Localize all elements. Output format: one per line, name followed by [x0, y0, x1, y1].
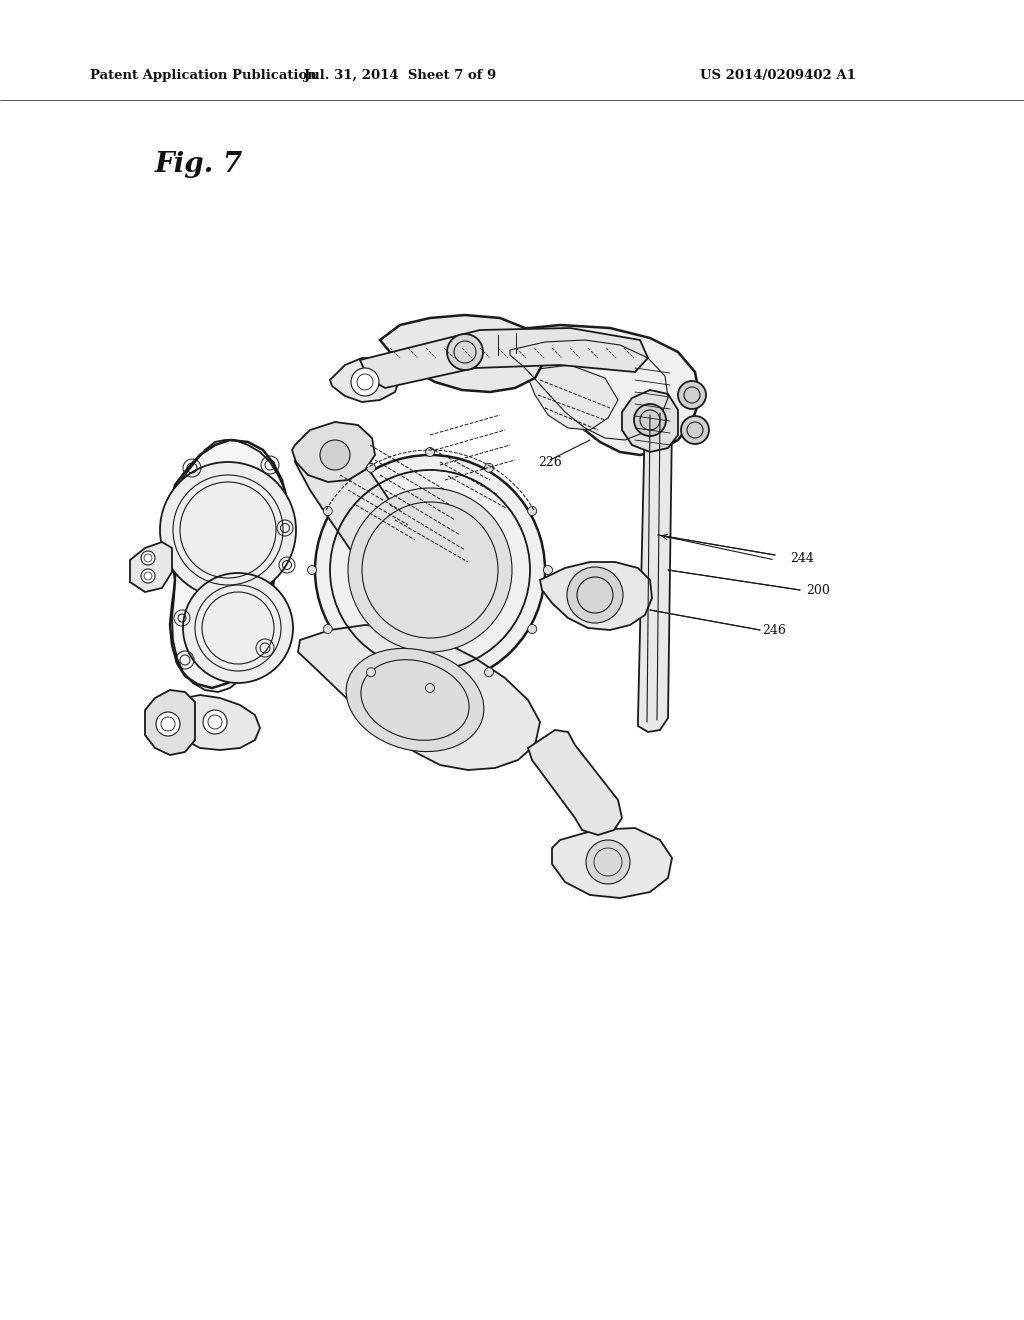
Circle shape [678, 381, 706, 409]
Text: 244: 244 [790, 552, 814, 565]
Circle shape [634, 404, 666, 436]
Polygon shape [295, 428, 450, 635]
Circle shape [324, 507, 333, 516]
Polygon shape [622, 389, 678, 451]
Ellipse shape [346, 648, 484, 751]
Circle shape [567, 568, 623, 623]
Circle shape [315, 455, 545, 685]
Text: Patent Application Publication: Patent Application Publication [90, 69, 316, 82]
Text: 226: 226 [539, 455, 562, 469]
Circle shape [447, 334, 483, 370]
Polygon shape [552, 828, 672, 898]
Polygon shape [540, 562, 652, 630]
Circle shape [367, 463, 376, 473]
Circle shape [141, 569, 155, 583]
Circle shape [484, 668, 494, 677]
Circle shape [426, 447, 434, 457]
Circle shape [156, 711, 180, 737]
Polygon shape [480, 325, 700, 455]
Polygon shape [298, 624, 540, 770]
Circle shape [351, 368, 379, 396]
Text: 200: 200 [806, 583, 829, 597]
Polygon shape [380, 315, 545, 392]
Polygon shape [360, 327, 648, 388]
Polygon shape [145, 690, 195, 755]
Circle shape [160, 462, 296, 598]
Circle shape [203, 710, 227, 734]
Circle shape [586, 840, 630, 884]
Text: Fig. 7: Fig. 7 [155, 152, 243, 178]
Polygon shape [528, 730, 622, 836]
Polygon shape [178, 696, 260, 750]
Polygon shape [292, 422, 375, 482]
Text: US 2014/0209402 A1: US 2014/0209402 A1 [700, 69, 856, 82]
Circle shape [319, 440, 350, 470]
Polygon shape [170, 440, 288, 692]
Circle shape [544, 565, 553, 574]
Circle shape [527, 624, 537, 634]
Circle shape [324, 624, 333, 634]
Circle shape [527, 507, 537, 516]
Polygon shape [638, 405, 672, 733]
Text: 246: 246 [762, 623, 785, 636]
Polygon shape [130, 543, 172, 591]
Circle shape [426, 684, 434, 693]
Circle shape [367, 668, 376, 677]
Circle shape [484, 463, 494, 473]
Circle shape [183, 573, 293, 682]
Polygon shape [330, 358, 400, 403]
Polygon shape [528, 366, 618, 430]
Circle shape [348, 488, 512, 652]
Circle shape [307, 565, 316, 574]
Circle shape [681, 416, 709, 444]
Circle shape [141, 550, 155, 565]
Text: Jul. 31, 2014  Sheet 7 of 9: Jul. 31, 2014 Sheet 7 of 9 [304, 69, 496, 82]
